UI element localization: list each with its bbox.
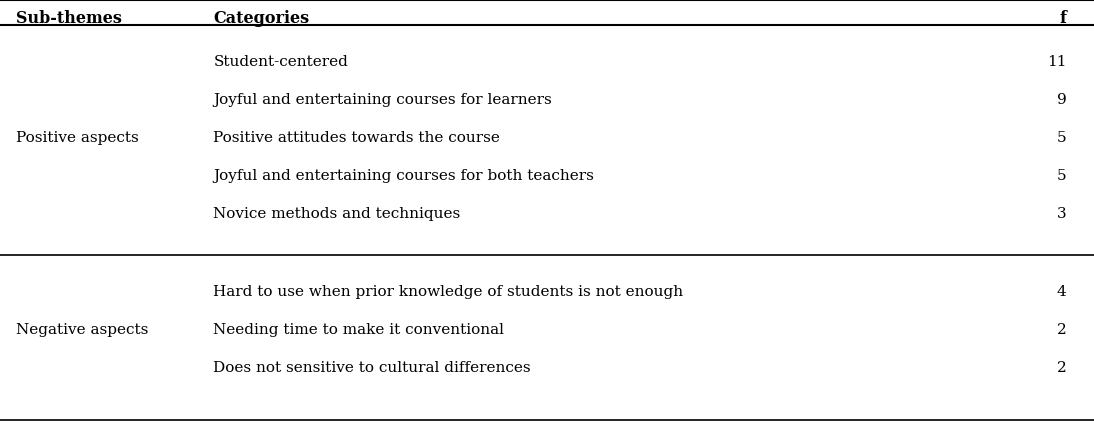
Text: 4: 4 bbox=[1057, 285, 1067, 299]
Text: Hard to use when prior knowledge of students is not enough: Hard to use when prior knowledge of stud… bbox=[213, 285, 684, 299]
Text: 2: 2 bbox=[1057, 361, 1067, 375]
Text: f: f bbox=[1060, 10, 1067, 27]
Text: 5: 5 bbox=[1057, 131, 1067, 145]
Text: Joyful and entertaining courses for learners: Joyful and entertaining courses for lear… bbox=[213, 93, 552, 107]
Text: 9: 9 bbox=[1057, 93, 1067, 107]
Text: 5: 5 bbox=[1057, 169, 1067, 183]
Text: 3: 3 bbox=[1057, 207, 1067, 221]
Text: Negative aspects: Negative aspects bbox=[16, 323, 149, 337]
Text: Student-centered: Student-centered bbox=[213, 55, 348, 69]
Text: Needing time to make it conventional: Needing time to make it conventional bbox=[213, 323, 504, 337]
Text: Positive aspects: Positive aspects bbox=[16, 131, 139, 145]
Text: 2: 2 bbox=[1057, 323, 1067, 337]
Text: Does not sensitive to cultural differences: Does not sensitive to cultural differenc… bbox=[213, 361, 531, 375]
Text: Categories: Categories bbox=[213, 10, 310, 27]
Text: 11: 11 bbox=[1047, 55, 1067, 69]
Text: Novice methods and techniques: Novice methods and techniques bbox=[213, 207, 461, 221]
Text: Positive attitudes towards the course: Positive attitudes towards the course bbox=[213, 131, 500, 145]
Text: Joyful and entertaining courses for both teachers: Joyful and entertaining courses for both… bbox=[213, 169, 594, 183]
Text: Sub-themes: Sub-themes bbox=[16, 10, 123, 27]
